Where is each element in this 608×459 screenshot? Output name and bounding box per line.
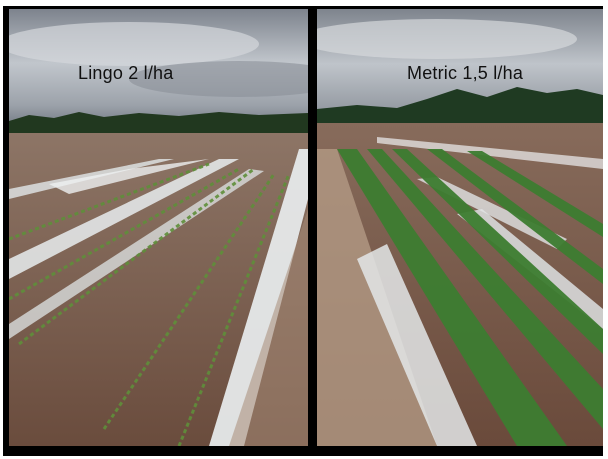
tree-line [9,112,308,137]
photo-left-label: Lingo 2 l/ha [78,63,174,83]
crop-row [9,167,240,301]
cloud [317,19,577,59]
crop-row [367,149,603,429]
crop-row [392,149,603,354]
plastic-film [209,149,308,446]
soil-path [229,209,308,446]
crop-row [467,151,603,237]
photo-left [9,9,308,446]
photo-left-scene [9,9,308,446]
crop-row [102,173,276,430]
cloud [129,61,308,97]
plastic-film [9,169,264,339]
crop-row [9,162,210,241]
crop-row [337,149,567,446]
cloud [9,22,259,66]
tree-line [317,87,603,127]
plastic-film [9,159,239,279]
photo-right-scene [317,9,603,446]
photo-right-label: Metric 1,5 l/ha [407,63,524,83]
plastic-film [357,244,477,446]
photo-right [317,9,603,446]
plastic-film [49,159,209,194]
crop-row [427,149,603,284]
plastic-film [377,137,603,169]
